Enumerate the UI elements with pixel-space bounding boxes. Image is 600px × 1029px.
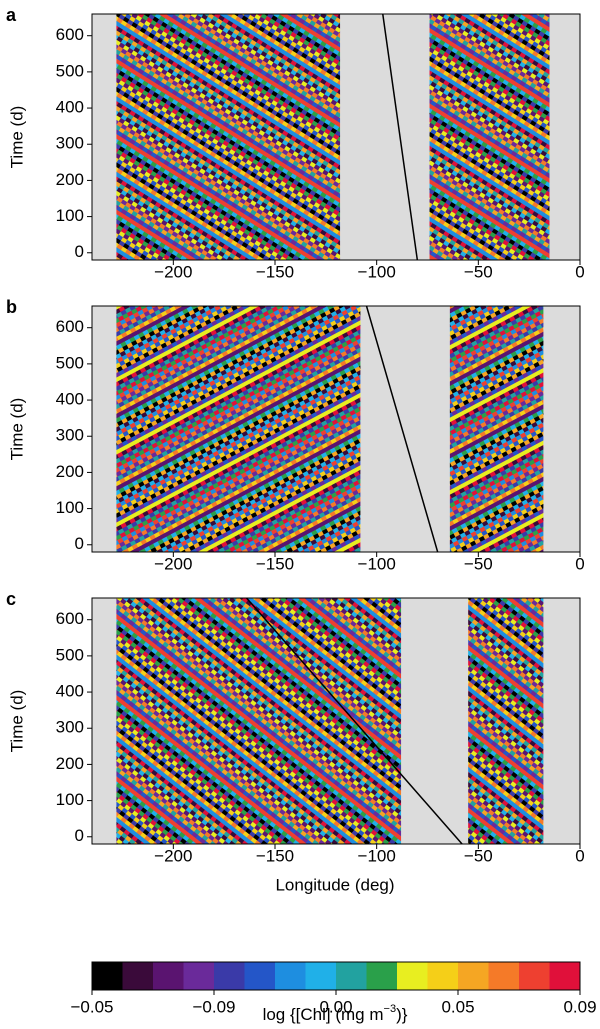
colorbar-swatch [458,962,489,990]
colorbar-label: −0.05 [70,997,113,1016]
colorbar-swatch [488,962,520,990]
x-tick-label: −100 [358,262,396,281]
x-tick-label: −150 [256,262,294,281]
x-tick-label: −150 [256,846,294,865]
y-tick-label: 300 [56,134,84,153]
colorbar-label: 0.09 [563,997,596,1016]
colorbar-title-end: )} [396,1005,408,1024]
colorbar-swatch [427,962,459,990]
colorbar-swatch [305,962,337,990]
x-tick-label: −50 [464,846,493,865]
x-tick-label: −100 [358,846,396,865]
colorbar-swatch [214,962,245,990]
y-tick-label: 600 [56,317,84,336]
y-axis-label: Time (d) [7,106,26,169]
colorbar-swatch [397,962,428,990]
x-axis-label: Longitude (deg) [275,875,394,894]
y-axis-label: Time (d) [7,398,26,461]
data-field [449,306,544,552]
panel-letter: c [6,589,16,609]
colorbar-swatch [549,962,581,990]
y-tick-label: 600 [56,25,84,44]
colorbar-label: 0.00 [319,997,352,1016]
data-field [116,14,341,260]
colorbar-swatch [244,962,276,990]
y-tick-label: 0 [75,534,84,553]
y-tick-label: 0 [75,242,84,261]
colorbar-swatch [122,962,154,990]
y-tick-label: 500 [56,645,84,664]
panel-frame [91,597,581,845]
panel-frame [91,13,581,261]
colorbar-title-main: log {[Chl] (mg m [263,1005,384,1024]
x-tick-label: 0 [575,554,584,573]
x-tick-label: 0 [575,262,584,281]
colorbar-swatch [275,962,306,990]
x-tick-label: −100 [358,554,396,573]
phase-line [365,305,439,553]
x-tick-label: −200 [154,846,192,865]
colorbar-swatch [153,962,184,990]
colorbar-label: −0.09 [192,997,235,1016]
data-field [468,598,544,844]
y-tick-label: 100 [56,790,84,809]
x-tick-label: −50 [464,262,493,281]
y-tick-label: 400 [56,390,84,409]
colorbar-swatch [366,962,398,990]
y-tick-label: 400 [56,682,84,701]
y-tick-label: 300 [56,718,84,737]
panel-letter: a [6,5,17,25]
phase-line [245,597,463,845]
y-tick-label: 200 [56,170,84,189]
y-tick-label: 200 [56,754,84,773]
y-tick-label: 500 [56,353,84,372]
colorbar-swatch [336,962,367,990]
x-tick-label: −50 [464,554,493,573]
panel-frame [91,305,581,553]
y-tick-label: 0 [75,826,84,845]
colorbar-swatch [519,962,550,990]
colorbar-swatch [92,962,123,990]
data-field [116,306,361,552]
data-field [116,598,402,844]
phase-line [382,13,419,261]
y-tick-label: 400 [56,98,84,117]
colorbar-title: log {[Chl] (mg m−3)} [263,1003,408,1025]
y-tick-label: 100 [56,206,84,225]
x-tick-label: −200 [154,554,192,573]
y-tick-label: 600 [56,609,84,628]
x-tick-label: 0 [575,846,584,865]
colorbar-title-exponent: −3 [384,1003,397,1015]
y-tick-label: 100 [56,498,84,517]
y-axis-label: Time (d) [7,690,26,753]
colorbar-swatch [183,962,215,990]
panel-letter: b [6,297,17,317]
x-tick-label: −200 [154,262,192,281]
y-tick-label: 300 [56,426,84,445]
y-tick-label: 500 [56,61,84,80]
data-field [429,14,550,260]
x-tick-label: −150 [256,554,294,573]
y-tick-label: 200 [56,462,84,481]
colorbar-label: 0.05 [441,997,474,1016]
